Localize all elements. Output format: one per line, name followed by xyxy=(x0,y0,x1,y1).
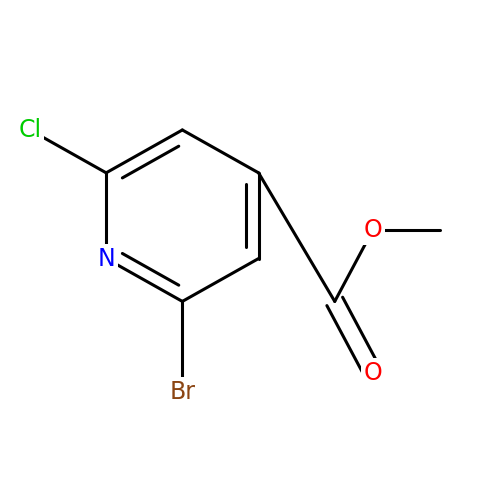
Text: O: O xyxy=(364,361,382,385)
Text: O: O xyxy=(364,218,382,242)
Text: Br: Br xyxy=(170,380,195,404)
Text: N: N xyxy=(97,247,115,271)
Text: Cl: Cl xyxy=(18,118,42,142)
